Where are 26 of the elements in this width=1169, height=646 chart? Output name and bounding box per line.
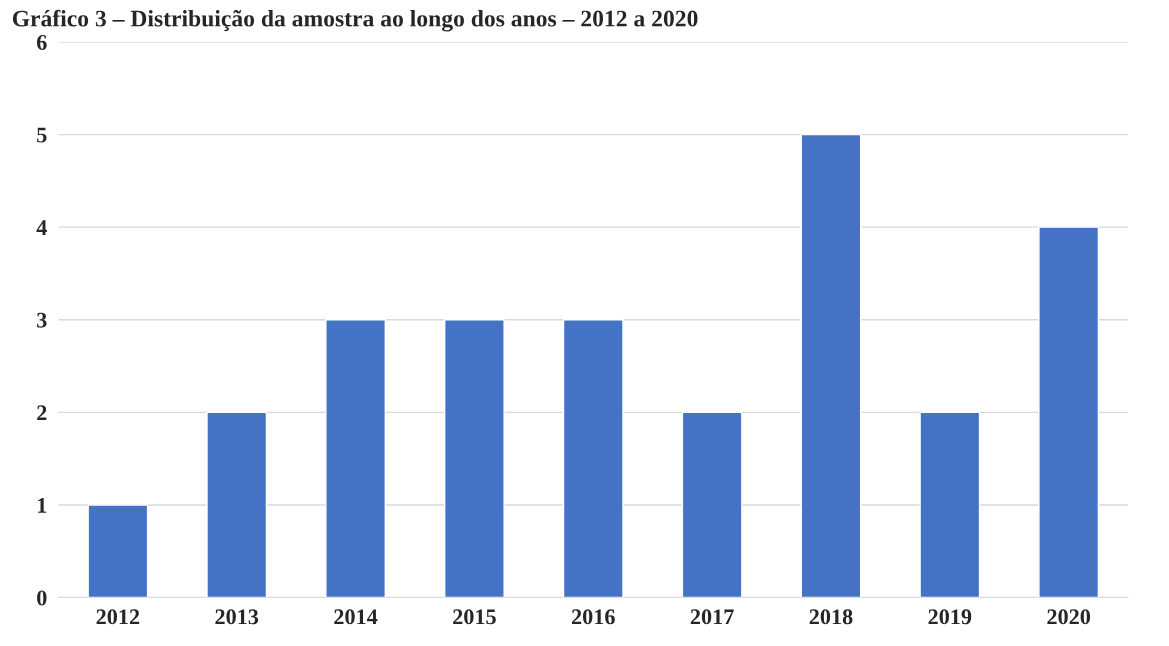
bar [444, 319, 505, 598]
bar [919, 411, 981, 598]
x-tick-label: 2013 [215, 609, 259, 625]
y-tick-label: 6 [36, 34, 47, 50]
y-tick-label: 0 [37, 590, 47, 606]
bar [681, 411, 743, 598]
y-tick-label: 3 [37, 312, 47, 328]
bar [325, 319, 386, 598]
x-tick-label: 2017 [690, 609, 734, 625]
x-tick-label: 2016 [571, 609, 615, 625]
chart-title: Gráfico 3 – Distribuição da amostra ao longo dos anos – 2012 a 2020 [12, 9, 698, 32]
y-tick-label: 1 [38, 498, 47, 513]
x-tick-label: 2012 [96, 609, 140, 625]
bar [87, 504, 149, 598]
x-tick-label: 2020 [1047, 609, 1091, 625]
bar [562, 319, 624, 598]
x-tick-label: 2014 [334, 609, 378, 625]
x-tick-label: 2019 [928, 609, 972, 625]
bar [800, 133, 862, 598]
y-tick-label: 4 [36, 220, 47, 235]
bar [1038, 226, 1100, 598]
y-tick-label: 5 [37, 127, 47, 143]
x-tick-label: 2018 [809, 609, 853, 625]
bar [206, 411, 268, 598]
x-tick-label: 2015 [453, 609, 496, 625]
y-tick-label: 2 [37, 405, 47, 421]
